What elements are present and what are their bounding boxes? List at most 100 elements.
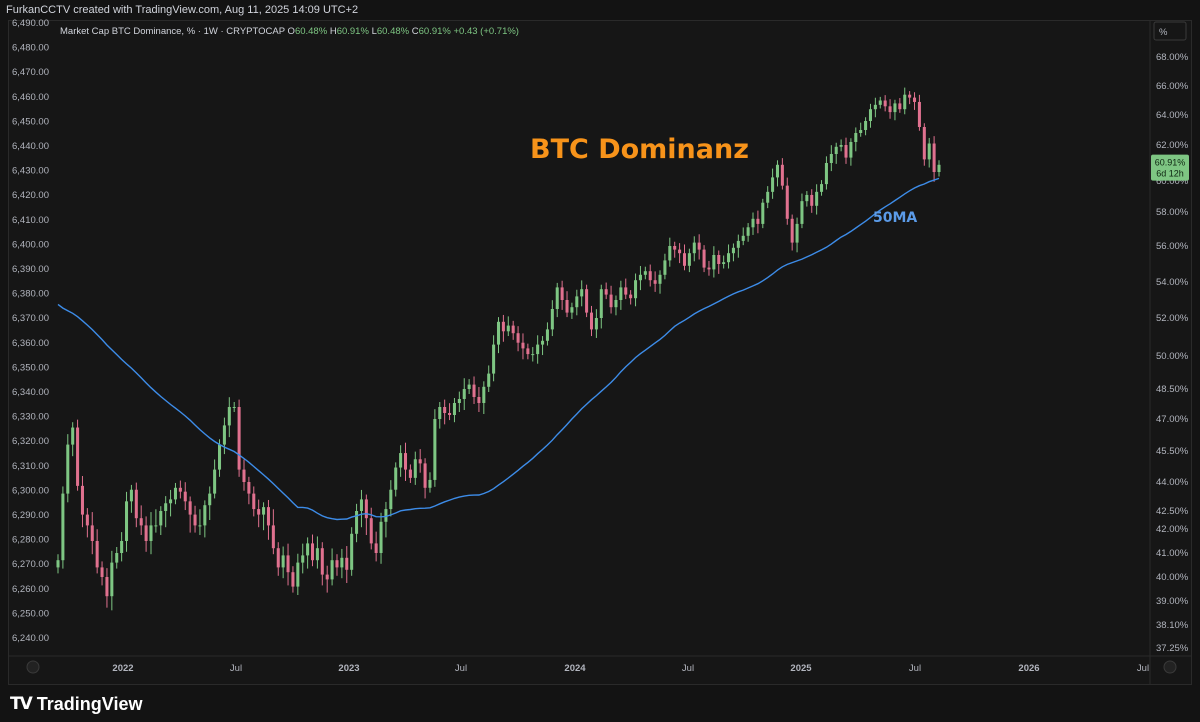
candle-body[interactable]	[653, 280, 657, 284]
candle-body[interactable]	[56, 560, 60, 568]
candle-body[interactable]	[85, 514, 89, 526]
candle-body[interactable]	[658, 274, 662, 284]
candle-body[interactable]	[399, 453, 403, 468]
candle-body[interactable]	[266, 507, 270, 526]
tradingview-logo[interactable]: TV TradingView	[10, 694, 142, 715]
candle-body[interactable]	[922, 127, 926, 160]
candle-body[interactable]	[355, 511, 359, 534]
candle-body[interactable]	[452, 403, 456, 415]
candle-body[interactable]	[340, 557, 344, 568]
candle-body[interactable]	[315, 548, 319, 561]
candle-body[interactable]	[604, 289, 608, 295]
candle-body[interactable]	[428, 479, 432, 488]
candle-body[interactable]	[570, 307, 574, 313]
candle-body[interactable]	[222, 425, 226, 445]
candle-body[interactable]	[335, 560, 339, 568]
candle-body[interactable]	[756, 218, 760, 224]
candle-body[interactable]	[913, 97, 917, 102]
candle-body[interactable]	[374, 543, 378, 553]
candle-body[interactable]	[702, 249, 706, 268]
candle-body[interactable]	[834, 146, 838, 154]
candle-body[interactable]	[790, 218, 794, 243]
candle-body[interactable]	[482, 386, 486, 403]
candle-body[interactable]	[467, 384, 471, 389]
candle-body[interactable]	[775, 164, 780, 178]
candle-body[interactable]	[281, 555, 285, 568]
candle-body[interactable]	[599, 289, 603, 318]
candle-body[interactable]	[516, 333, 520, 343]
candle-body[interactable]	[193, 514, 197, 526]
candle-body[interactable]	[408, 469, 412, 478]
candle-body[interactable]	[301, 555, 305, 563]
candle-body[interactable]	[418, 459, 422, 464]
candle-body[interactable]	[815, 191, 819, 206]
candle-body[interactable]	[115, 553, 119, 563]
candle-body[interactable]	[531, 354, 535, 356]
candle-body[interactable]	[560, 287, 564, 300]
candle-body[interactable]	[492, 344, 496, 374]
candle-body[interactable]	[682, 253, 687, 266]
candle-body[interactable]	[785, 185, 789, 219]
candle-body[interactable]	[286, 555, 290, 573]
candle-body[interactable]	[159, 511, 163, 526]
candle-body[interactable]	[687, 253, 691, 266]
candle-body[interactable]	[648, 271, 652, 281]
candle-body[interactable]	[917, 101, 921, 127]
candle-body[interactable]	[722, 262, 726, 264]
candle-body[interactable]	[536, 344, 540, 355]
candle-body[interactable]	[438, 407, 442, 419]
candle-body[interactable]	[100, 567, 104, 577]
candle-body[interactable]	[609, 294, 613, 308]
candle-body[interactable]	[727, 253, 731, 263]
candle-body[interactable]	[232, 407, 236, 408]
candle-body[interactable]	[296, 562, 300, 587]
candle-body[interactable]	[320, 548, 324, 575]
candle-body[interactable]	[188, 501, 192, 515]
candle-body[interactable]	[262, 507, 266, 515]
candle-body[interactable]	[761, 202, 765, 224]
candle-body[interactable]	[820, 184, 824, 192]
candle-body[interactable]	[638, 274, 642, 281]
candle-body[interactable]	[325, 574, 329, 580]
candle-body[interactable]	[550, 309, 554, 330]
candle-body[interactable]	[746, 227, 750, 236]
candle-body[interactable]	[697, 242, 701, 250]
candle-body[interactable]	[629, 294, 633, 299]
candle-body[interactable]	[731, 247, 735, 254]
candle-body[interactable]	[379, 521, 383, 553]
candle-body[interactable]	[526, 348, 530, 355]
candle-body[interactable]	[736, 240, 740, 248]
candle-body[interactable]	[712, 255, 716, 270]
candle-body[interactable]	[898, 103, 902, 110]
candle-body[interactable]	[751, 218, 755, 228]
candle-body[interactable]	[771, 177, 775, 192]
percent-unit-box[interactable]	[1153, 21, 1187, 41]
candle-body[interactable]	[384, 509, 388, 522]
candle-body[interactable]	[496, 321, 501, 345]
candle-body[interactable]	[276, 548, 280, 568]
candle-body[interactable]	[888, 106, 892, 113]
candle-body[interactable]	[448, 413, 452, 415]
candle-body[interactable]	[511, 325, 515, 334]
candle-body[interactable]	[306, 543, 310, 556]
candle-body[interactable]	[242, 469, 246, 482]
candle-body[interactable]	[766, 191, 770, 203]
candle-body[interactable]	[927, 143, 931, 160]
candle-body[interactable]	[169, 499, 173, 504]
candle-body[interactable]	[90, 525, 94, 541]
candle-body[interactable]	[198, 525, 202, 527]
candle-body[interactable]	[829, 154, 833, 163]
candle-body[interactable]	[247, 482, 251, 494]
candle-body[interactable]	[120, 541, 124, 553]
candle-body[interactable]	[580, 289, 584, 297]
candle-body[interactable]	[541, 340, 545, 345]
candle-body[interactable]	[257, 509, 261, 515]
zoom-reset-button[interactable]	[26, 660, 40, 674]
candle-body[interactable]	[501, 321, 505, 332]
candle-body[interactable]	[125, 501, 129, 541]
candle-body[interactable]	[423, 463, 427, 488]
candle-body[interactable]	[717, 255, 721, 264]
candle-body[interactable]	[462, 389, 466, 399]
candle-body[interactable]	[217, 444, 222, 470]
candle-body[interactable]	[252, 493, 256, 510]
